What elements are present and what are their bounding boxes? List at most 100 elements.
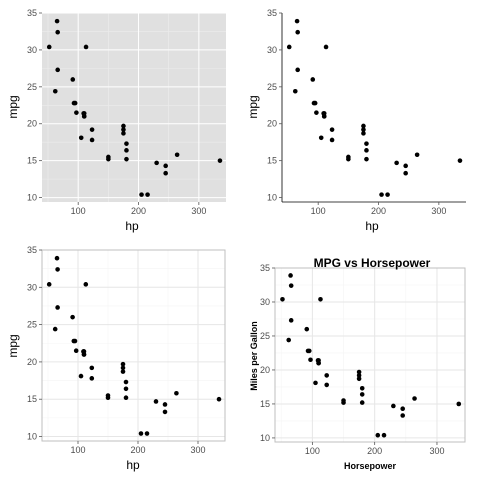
data-point	[318, 296, 323, 302]
y-tick-label: 35	[27, 8, 37, 18]
data-point	[72, 100, 78, 106]
data-point	[72, 338, 78, 344]
data-point	[54, 18, 60, 24]
y-tick-label: 30	[27, 282, 37, 292]
data-point	[400, 413, 406, 418]
data-point	[324, 382, 330, 388]
data-point	[288, 318, 294, 323]
y-axis-title: Miles per Gallon	[249, 321, 259, 391]
y-tick-label: 25	[267, 82, 277, 92]
data-point	[105, 395, 111, 401]
y-axis-title: mpg	[6, 95, 20, 118]
y-tick-label: 30	[260, 297, 270, 307]
data-point	[359, 392, 365, 397]
data-point	[315, 358, 321, 363]
data-point	[412, 396, 417, 401]
data-point	[89, 127, 95, 132]
chart-panel-1: 100 200 300 10 15 20 25 30 35 hp mpg	[6, 8, 226, 233]
data-point	[361, 123, 366, 129]
y-tick-label: 20	[267, 119, 277, 129]
data-point	[359, 400, 365, 405]
data-point	[174, 152, 180, 158]
y-tick-label: 10	[260, 433, 270, 443]
data-point	[55, 305, 60, 310]
data-point	[456, 401, 462, 407]
data-point	[286, 44, 292, 50]
data-point	[154, 160, 159, 166]
x-tick-label: 200	[131, 206, 146, 216]
y-tick-label: 15	[260, 399, 270, 409]
data-point	[70, 77, 76, 82]
y-tick-label: 15	[27, 156, 37, 166]
data-point	[153, 399, 159, 404]
chart-panel-2: 100 200 300 10 15 20 25 30 35 hp mpg	[246, 8, 466, 233]
data-point	[123, 379, 129, 385]
data-point	[73, 348, 79, 354]
data-point	[163, 170, 168, 176]
data-point	[81, 349, 86, 354]
data-point	[341, 400, 346, 405]
y-tick-label: 30	[27, 45, 37, 55]
chart-panel-4: 100 200 300 10 15 20 25 30 35 Horsepower Miles per…	[249, 256, 466, 471]
y-tick-label: 25	[27, 320, 37, 330]
data-point	[391, 403, 396, 409]
y-tick-label: 10	[267, 193, 277, 203]
data-point	[89, 137, 95, 143]
data-point	[216, 396, 222, 402]
data-point	[52, 88, 58, 94]
panel-background	[42, 13, 226, 202]
x-axis-title: Horsepower	[344, 461, 397, 471]
data-point	[304, 326, 310, 332]
data-point	[46, 282, 52, 287]
data-point	[324, 373, 330, 378]
data-point	[124, 148, 129, 153]
data-point	[403, 170, 408, 176]
data-point	[329, 137, 335, 143]
x-axis-title: hp	[125, 219, 139, 233]
y-tick-label: 10	[27, 432, 37, 442]
y-tick-label: 15	[27, 394, 37, 404]
data-point	[280, 296, 285, 302]
y-tick-label: 20	[27, 119, 37, 129]
y-tick-label: 10	[27, 193, 37, 203]
data-point	[400, 406, 406, 411]
data-point	[385, 192, 390, 197]
data-point	[106, 156, 111, 162]
data-point	[306, 348, 312, 354]
data-point	[123, 386, 129, 392]
data-point	[379, 192, 384, 197]
y-tick-label: 20	[260, 365, 270, 375]
data-point	[314, 110, 319, 115]
x-axis-title: hp	[365, 219, 379, 233]
data-point	[312, 100, 318, 106]
data-point	[295, 67, 300, 73]
data-point	[310, 77, 316, 82]
data-point	[288, 273, 293, 278]
x-axis-title: hp	[126, 458, 140, 472]
data-point	[381, 432, 387, 438]
y-tick-label: 35	[260, 263, 270, 273]
data-point	[120, 361, 126, 367]
data-point	[359, 386, 365, 391]
data-point	[83, 282, 89, 287]
data-point	[145, 192, 150, 197]
x-tick-label: 200	[367, 446, 382, 456]
y-tick-label: 35	[27, 245, 37, 255]
data-point	[83, 44, 89, 50]
data-point	[123, 395, 129, 401]
data-point	[70, 314, 75, 320]
data-point	[394, 160, 399, 166]
data-point	[364, 141, 369, 146]
data-point	[78, 135, 84, 141]
data-point	[46, 44, 52, 50]
data-point	[81, 111, 86, 116]
x-tick-label: 200	[130, 445, 145, 455]
y-tick-label: 35	[267, 8, 277, 18]
y-tick-label: 30	[267, 45, 277, 55]
data-point	[55, 29, 60, 35]
data-point	[346, 156, 351, 162]
x-tick-label: 300	[431, 206, 446, 216]
data-point	[144, 431, 150, 436]
data-point	[414, 152, 420, 158]
